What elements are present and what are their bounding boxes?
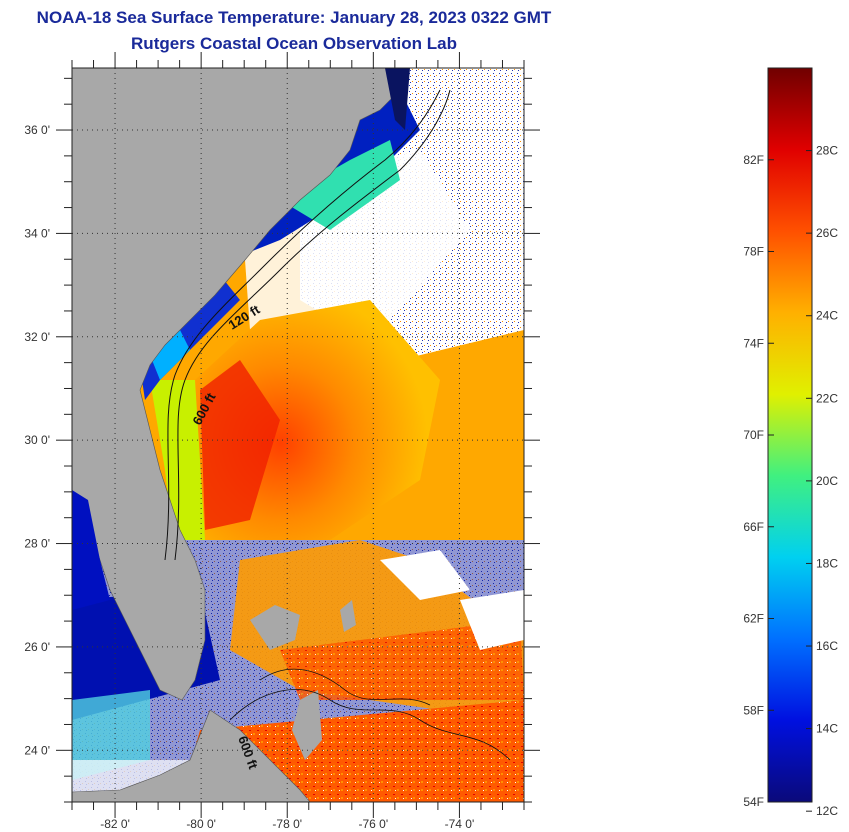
lon-tick-label: -78 0' [272,817,302,831]
colorbar-label-f: 66F [743,520,764,534]
graticule [72,68,524,802]
axis-ticks [56,52,540,818]
colorbar-label-c: 18C [816,556,838,570]
lat-tick-label: 34 0' [24,226,50,240]
land-cuba [72,709,311,802]
contour-120ft [164,89,441,561]
lat-tick-label: 24 0' [24,743,50,757]
lat-tick-label: 30 0' [24,433,50,447]
colorbar [767,67,813,803]
lat-tick-label: 36 0' [24,123,50,137]
lon-tick-label: -74 0' [445,817,475,831]
colorbar-fahrenheit-labels: 54F 58F 62F 66F 70F 74F 78F 82F [743,153,764,809]
colorbar-label-f: 58F [743,703,764,717]
colorbar-label-c: 12C [816,804,838,818]
colorbar-label-c: 20C [816,474,838,488]
colorbar-label-c: 22C [816,391,838,405]
colorbar-label-c: 28C [816,144,838,158]
longitude-labels: -82 0' -80 0' -78 0' -76 0' -74 0' [100,817,474,831]
colorbar-label-f: 78F [743,245,764,259]
colorbar-label-c: 24C [816,309,838,323]
map-area [72,68,524,802]
contour-600ft [174,89,451,561]
latitude-labels: 36 0' 34 0' 32 0' 30 0' 28 0' 26 0' 24 0' [24,123,50,757]
lon-tick-label: -80 0' [186,817,216,831]
colorbar-label-f: 54F [743,795,764,809]
land-mainland [72,68,401,701]
lat-tick-label: 28 0' [24,537,50,551]
colorbar-label-c: 14C [816,722,838,736]
map-subtitle: Rutgers Coastal Ocean Observation Lab [131,34,457,53]
lat-tick-label: 26 0' [24,640,50,654]
colorbar-ticks [768,150,812,812]
lon-tick-label: -76 0' [359,817,389,831]
colorbar-label-f: 70F [743,428,764,442]
colorbar-celsius-labels: 12C 14C 16C 18C 20C 22C 24C 26C 28C [816,144,838,819]
colorbar-label-c: 16C [816,639,838,653]
colorbar-label-f: 74F [743,336,764,350]
lon-tick-label: -82 0' [100,817,130,831]
lat-tick-label: 32 0' [24,330,50,344]
colorbar-label-f: 82F [743,153,764,167]
map-title: NOAA-18 Sea Surface Temperature: January… [36,8,552,27]
map-frame [71,67,525,803]
colorbar-label-f: 62F [743,612,764,626]
colorbar-label-c: 26C [816,226,838,240]
